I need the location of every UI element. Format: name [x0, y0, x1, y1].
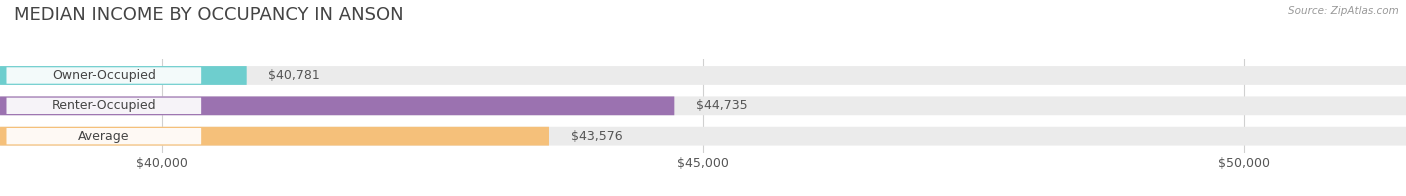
Text: $40,781: $40,781 [269, 69, 321, 82]
Text: $43,576: $43,576 [571, 130, 623, 143]
FancyBboxPatch shape [0, 66, 1406, 85]
FancyBboxPatch shape [7, 128, 201, 144]
FancyBboxPatch shape [0, 96, 675, 115]
Text: Average: Average [79, 130, 129, 143]
Text: Source: ZipAtlas.com: Source: ZipAtlas.com [1288, 6, 1399, 16]
FancyBboxPatch shape [0, 66, 246, 85]
Text: MEDIAN INCOME BY OCCUPANCY IN ANSON: MEDIAN INCOME BY OCCUPANCY IN ANSON [14, 6, 404, 24]
FancyBboxPatch shape [0, 127, 1406, 146]
Text: Renter-Occupied: Renter-Occupied [52, 99, 156, 112]
FancyBboxPatch shape [0, 127, 548, 146]
FancyBboxPatch shape [7, 67, 201, 84]
FancyBboxPatch shape [7, 98, 201, 114]
Text: $44,735: $44,735 [696, 99, 748, 112]
FancyBboxPatch shape [0, 96, 1406, 115]
Text: Owner-Occupied: Owner-Occupied [52, 69, 156, 82]
